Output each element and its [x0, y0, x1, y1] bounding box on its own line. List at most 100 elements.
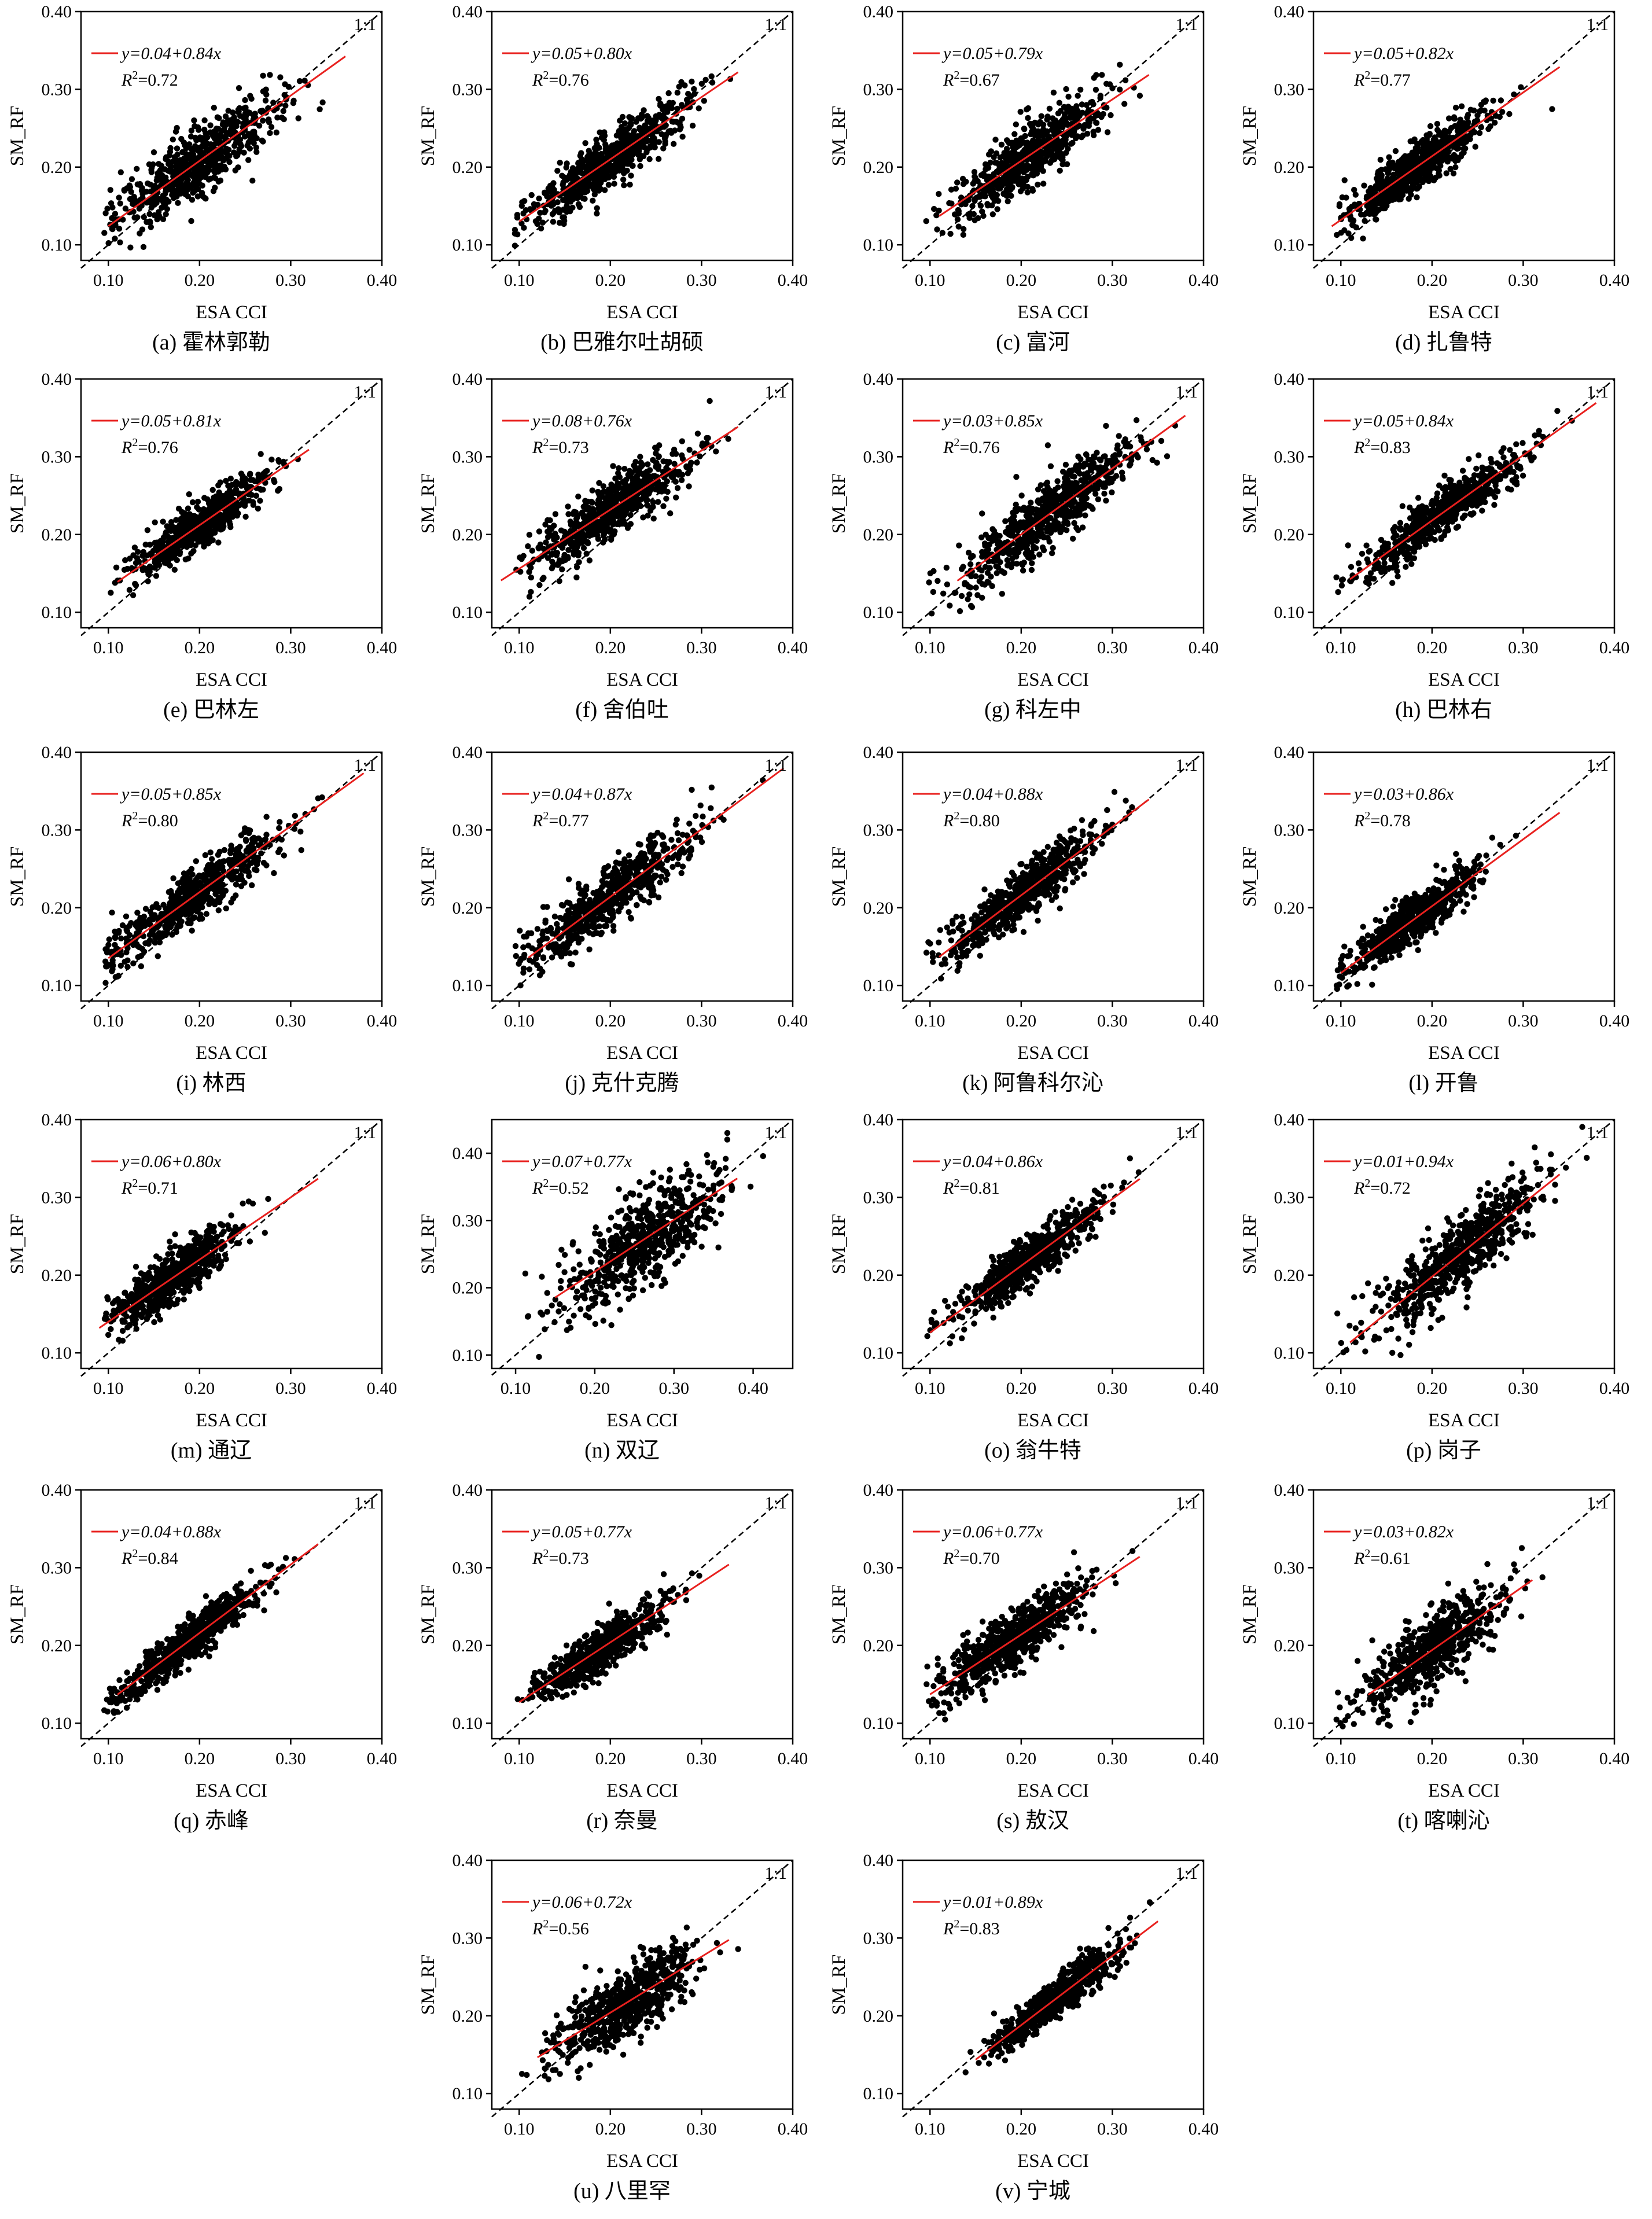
- panel-caption: (b) 巴雅尔吐胡硕: [417, 324, 827, 356]
- panel-caption: (c) 富河: [827, 324, 1238, 356]
- data-point: [652, 445, 658, 451]
- data-point: [551, 187, 557, 193]
- data-point: [1092, 491, 1098, 496]
- data-point: [991, 533, 996, 539]
- data-point: [267, 130, 273, 136]
- data-point: [1063, 86, 1069, 92]
- data-point: [1519, 440, 1525, 446]
- data-point: [1101, 491, 1107, 496]
- data-points: [923, 62, 1143, 238]
- data-point: [113, 565, 119, 571]
- data-point: [1378, 157, 1384, 163]
- data-point: [602, 529, 608, 535]
- data-point: [117, 240, 123, 245]
- data-point: [1012, 524, 1018, 529]
- data-point: [1011, 131, 1017, 137]
- data-point: [985, 570, 991, 576]
- x-tick-label: 0.10: [915, 271, 945, 290]
- data-point: [514, 215, 520, 220]
- r-squared-value: =0.76: [959, 438, 999, 457]
- data-point: [1144, 446, 1150, 452]
- data-point: [632, 464, 638, 470]
- data-point: [1415, 144, 1421, 150]
- data-point: [1453, 105, 1459, 111]
- regression-equation: y=0.05+0.82x: [1352, 44, 1454, 63]
- data-point: [704, 435, 709, 441]
- data-point: [1473, 143, 1478, 149]
- y-tick-label: 0.30: [42, 80, 72, 99]
- y-tick-label: 0.40: [863, 370, 894, 389]
- data-points: [101, 72, 326, 251]
- data-point: [183, 521, 189, 527]
- data-point: [699, 81, 705, 87]
- y-tick-label: 0.20: [42, 158, 72, 177]
- data-point: [620, 176, 626, 182]
- data-point: [656, 156, 661, 162]
- data-point: [567, 208, 573, 214]
- data-point: [685, 470, 691, 476]
- data-point: [1134, 453, 1140, 459]
- one-to-one-label: 1:1: [765, 15, 787, 34]
- data-point: [275, 488, 281, 494]
- data-point: [1158, 438, 1164, 444]
- data-point: [637, 163, 643, 169]
- data-point: [636, 497, 642, 503]
- data-point: [257, 498, 263, 503]
- data-point: [638, 479, 643, 484]
- data-point: [1554, 408, 1560, 414]
- data-point: [1005, 562, 1010, 568]
- data-point: [193, 542, 198, 548]
- data-point: [944, 582, 950, 587]
- data-point: [537, 210, 543, 216]
- data-point: [163, 154, 169, 160]
- data-point: [1454, 154, 1460, 160]
- data-point: [1065, 94, 1071, 100]
- data-point: [926, 579, 932, 585]
- data-point: [619, 512, 625, 518]
- data-point: [245, 109, 251, 115]
- data-point: [1110, 476, 1116, 481]
- data-point: [1436, 132, 1442, 138]
- x-tick-label: 0.30: [1097, 638, 1128, 657]
- data-point: [184, 153, 190, 159]
- data-point: [1029, 506, 1035, 511]
- data-point: [270, 100, 276, 105]
- data-point: [281, 116, 287, 122]
- data-point: [621, 134, 627, 139]
- data-point: [679, 477, 685, 483]
- data-point: [966, 591, 972, 597]
- data-point: [108, 590, 113, 595]
- data-point: [675, 90, 680, 95]
- data-point: [1044, 518, 1050, 524]
- data-point: [1041, 547, 1047, 553]
- data-point: [1103, 498, 1109, 503]
- x-tick-label: 0.40: [1599, 271, 1630, 290]
- data-point: [1087, 119, 1092, 125]
- x-tick-label: 0.10: [1326, 271, 1356, 290]
- data-point: [992, 198, 998, 204]
- data-point: [1016, 177, 1021, 183]
- y-tick-label: 0.40: [863, 2, 894, 21]
- data-point: [290, 100, 296, 106]
- data-point: [673, 495, 679, 501]
- data-point: [586, 151, 592, 157]
- data-point: [1099, 481, 1105, 487]
- data-point: [527, 532, 532, 538]
- data-point: [153, 573, 159, 579]
- data-point: [233, 483, 238, 488]
- data-point: [130, 201, 135, 207]
- data-point: [660, 112, 666, 118]
- x-axis-label: ESA CCI: [196, 302, 267, 323]
- regression-equation: y=0.05+0.80x: [531, 44, 632, 63]
- data-point: [1071, 474, 1077, 480]
- data-point: [994, 570, 1000, 576]
- data-point: [1039, 151, 1045, 157]
- data-point: [1337, 201, 1342, 207]
- data-point: [204, 134, 210, 140]
- one-to-one-label: 1:1: [765, 382, 787, 402]
- data-point: [960, 564, 966, 569]
- y-tick-label: 0.20: [452, 158, 483, 177]
